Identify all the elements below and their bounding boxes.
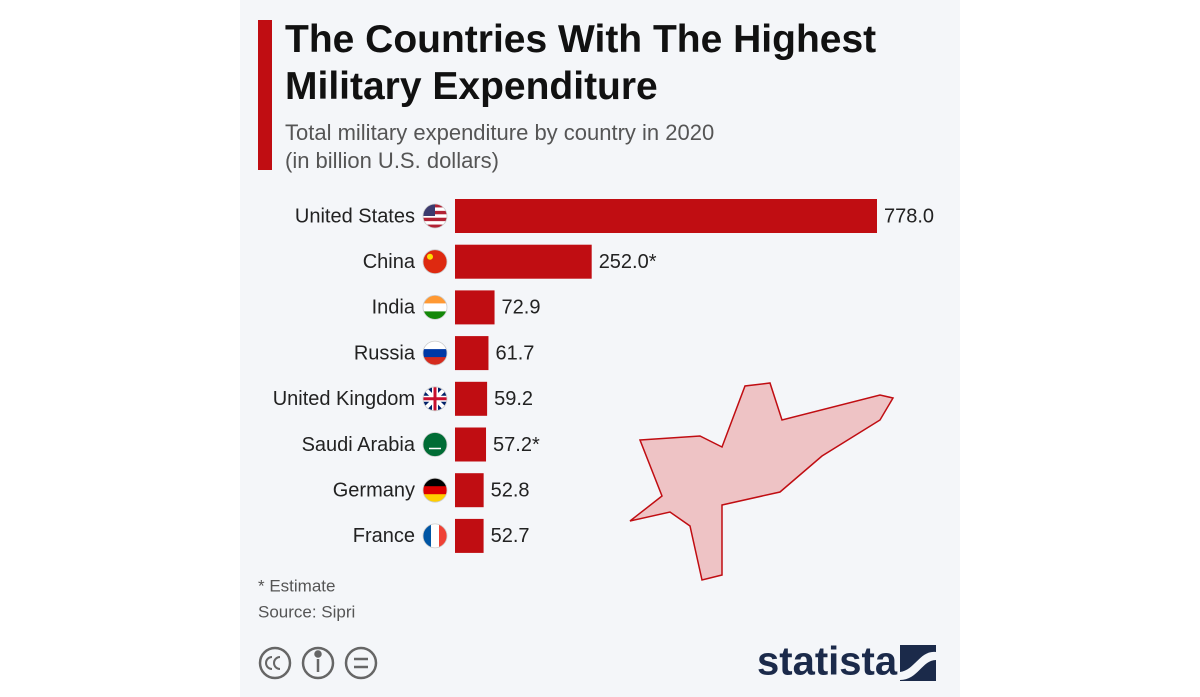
- value-label: 61.7: [495, 342, 534, 364]
- bar: [455, 518, 484, 553]
- footnote: * Estimate: [258, 576, 335, 595]
- value-label: 52.8: [491, 479, 530, 501]
- flag-stripe: [423, 341, 447, 350]
- category-label: Germany: [333, 479, 415, 501]
- value-label: 72.9: [502, 297, 541, 319]
- flag-border: [422, 432, 448, 457]
- flag-stripe: [423, 357, 447, 366]
- flag-stripe: [423, 221, 447, 226]
- category-label: France: [353, 525, 415, 547]
- license-icons: [258, 646, 378, 680]
- flag-border: [422, 523, 448, 549]
- bar: [455, 244, 592, 279]
- flag: [423, 341, 447, 366]
- category-label: United States: [295, 205, 415, 227]
- flag-border: [422, 249, 448, 275]
- flag-stripe: [423, 494, 447, 503]
- bar: [455, 336, 489, 371]
- bar: [455, 473, 484, 508]
- flag-stripe: [423, 486, 447, 495]
- brand-icon: [900, 645, 936, 681]
- flag-stripe: [423, 224, 447, 228]
- flag: [423, 432, 447, 457]
- flag-stripe: [423, 478, 447, 487]
- flag-stripe: [423, 214, 447, 219]
- subtitle: Total military expenditure by country in…: [285, 120, 715, 145]
- flag-stripe: [439, 523, 447, 548]
- category-label: China: [363, 251, 416, 273]
- flag-stripe: [423, 303, 447, 312]
- category-label: United Kingdom: [273, 388, 415, 410]
- title: The Countries With The Highest Military …: [285, 18, 877, 108]
- bar: [455, 381, 488, 416]
- category-label: Russia: [354, 342, 416, 364]
- value-label: 252.0*: [599, 251, 657, 273]
- flag: [423, 386, 447, 411]
- flag-stripe: [431, 523, 440, 548]
- unit-note: (in billion U.S. dollars): [285, 148, 499, 173]
- title-accent: [258, 20, 272, 170]
- value-label: 778.0: [884, 205, 934, 227]
- flag-cross-red: [423, 386, 447, 411]
- flag-stripe: [423, 432, 447, 457]
- flag-border: [422, 477, 448, 503]
- panel: [240, 0, 960, 697]
- value-label: 59.2: [494, 388, 533, 410]
- source: Source: Sipri: [258, 602, 355, 621]
- value-label: 52.7: [491, 525, 530, 547]
- flag-border: [422, 294, 448, 320]
- bar: [455, 427, 487, 462]
- flag: [423, 523, 447, 548]
- flag-stripe: [423, 349, 447, 358]
- brand-logo: statista: [757, 640, 898, 684]
- bar: [455, 290, 495, 325]
- flag: [423, 249, 447, 274]
- flag: [423, 478, 447, 503]
- flag-stripe: [423, 311, 447, 320]
- category-label: India: [372, 297, 416, 319]
- value-label: 57.2*: [493, 434, 540, 456]
- flag-border: [422, 340, 448, 366]
- flag-border: [422, 386, 448, 412]
- flag-stripe: [423, 295, 447, 304]
- jet-illustration: [629, 382, 895, 581]
- flag: [423, 295, 447, 320]
- flag-stripe: [423, 217, 447, 222]
- flag-stripe: [423, 523, 432, 548]
- flag-star: [427, 253, 433, 260]
- category-label: Saudi Arabia: [302, 434, 416, 456]
- flag-border: [422, 203, 448, 229]
- flag-stripe: [423, 249, 447, 274]
- bar: [455, 199, 877, 233]
